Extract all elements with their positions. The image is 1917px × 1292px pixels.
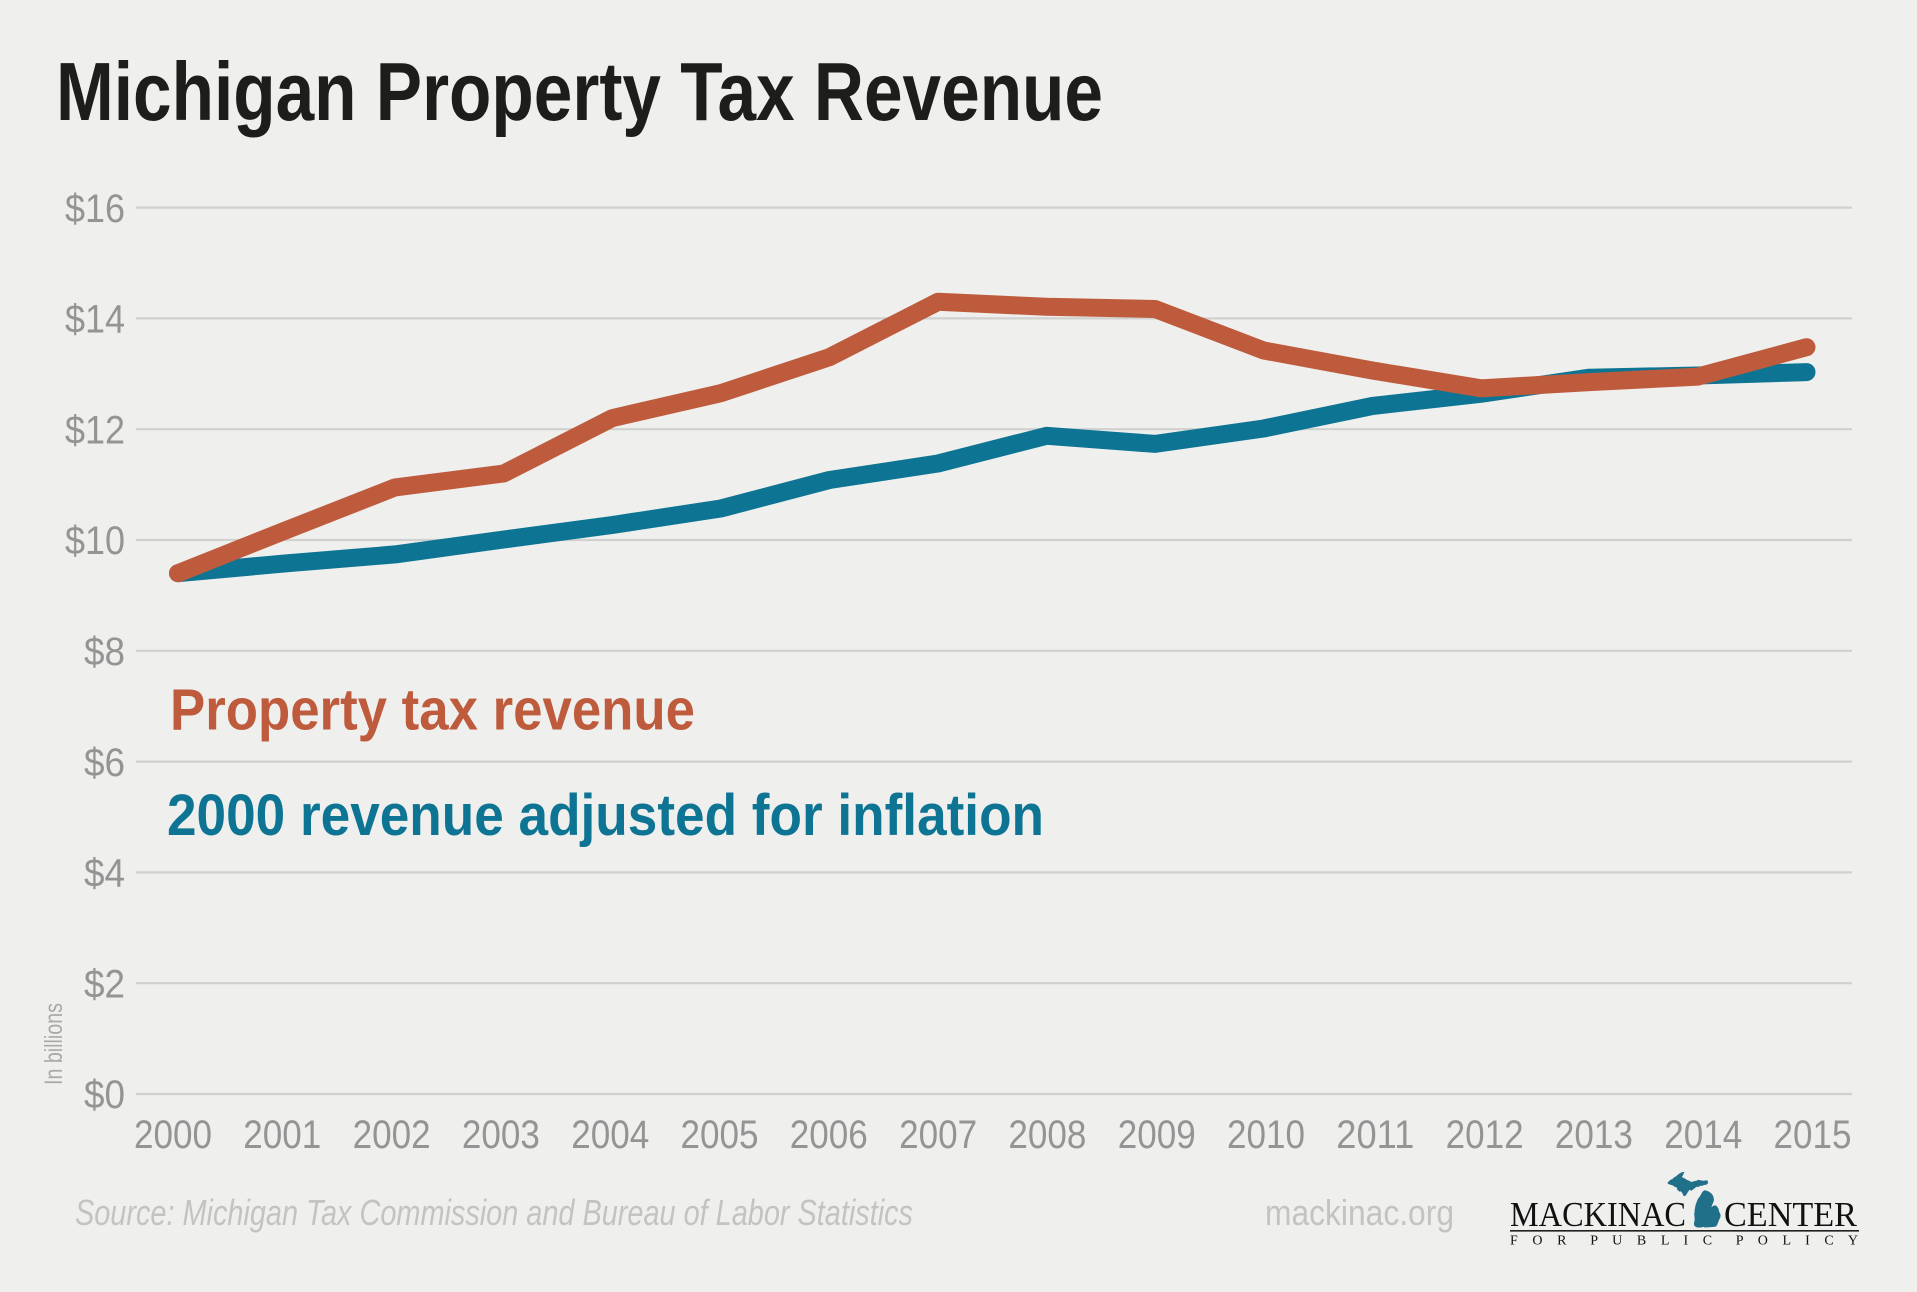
- svg-text:$12: $12: [65, 408, 125, 452]
- svg-text:2013: 2013: [1555, 1113, 1633, 1157]
- svg-text:2015: 2015: [1774, 1113, 1852, 1157]
- svg-text:$4: $4: [84, 852, 125, 896]
- svg-text:Source: Michigan Tax Commissio: Source: Michigan Tax Commission and Bure…: [75, 1192, 913, 1233]
- svg-text:$2: $2: [84, 962, 125, 1006]
- svg-text:2007: 2007: [899, 1113, 977, 1157]
- svg-text:2005: 2005: [681, 1113, 759, 1157]
- svg-text:2011: 2011: [1336, 1113, 1414, 1157]
- svg-text:2014: 2014: [1664, 1113, 1742, 1157]
- svg-text:Michigan Property Tax Revenue: Michigan Property Tax Revenue: [56, 45, 1103, 138]
- svg-text:2000: 2000: [134, 1113, 212, 1157]
- svg-text:$16: $16: [65, 187, 125, 231]
- svg-text:2008: 2008: [1008, 1113, 1086, 1157]
- svg-text:2009: 2009: [1118, 1113, 1196, 1157]
- svg-text:F O R P U B L I C P O L I C: F O R P U B L I C P O L I C Y: [1510, 1234, 1858, 1249]
- svg-text:Property tax revenue: Property tax revenue: [170, 678, 695, 743]
- svg-text:$10: $10: [65, 519, 125, 563]
- svg-text:2010: 2010: [1227, 1113, 1305, 1157]
- svg-text:2004: 2004: [571, 1113, 649, 1157]
- svg-text:$6: $6: [84, 741, 125, 785]
- svg-text:2012: 2012: [1446, 1113, 1524, 1157]
- svg-text:2006: 2006: [790, 1113, 868, 1157]
- svg-text:2003: 2003: [462, 1113, 540, 1157]
- svg-text:$8: $8: [84, 630, 125, 674]
- svg-text:CENTER: CENTER: [1724, 1195, 1858, 1234]
- svg-text:In billions: In billions: [40, 1003, 68, 1085]
- svg-text:MACKINAC: MACKINAC: [1510, 1195, 1686, 1234]
- svg-text:2001: 2001: [243, 1113, 321, 1157]
- svg-text:mackinac.org: mackinac.org: [1265, 1192, 1454, 1233]
- svg-text:$14: $14: [65, 298, 125, 342]
- svg-text:2002: 2002: [353, 1113, 431, 1157]
- svg-text:$0: $0: [84, 1073, 125, 1117]
- svg-text:2000 revenue adjusted for infl: 2000 revenue adjusted for inflation: [167, 783, 1044, 848]
